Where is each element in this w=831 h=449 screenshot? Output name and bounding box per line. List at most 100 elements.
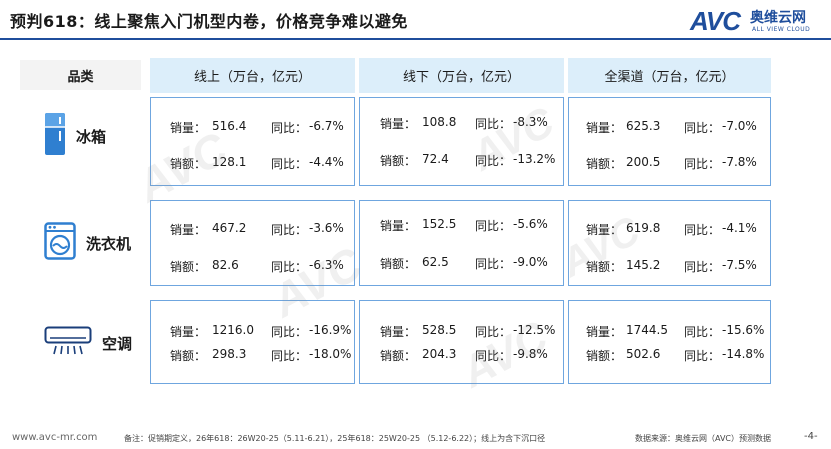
amt-yoy-label: 同比： (271, 157, 308, 171)
qty-yoy-value: -6.7% (309, 119, 344, 133)
data-cell: 销量： 467.2 同比： -3.6% 销额： 82.6 同比： -6.3% (150, 200, 355, 286)
data-cell: 销量： 1216.0 同比： -16.9% 销额： 298.3 同比： -18.… (150, 300, 355, 384)
washing-machine-icon (44, 222, 76, 264)
amt-label: 销额： (380, 349, 417, 363)
data-cell: 销量： 108.8 同比： -8.3% 销额： 72.4 同比： -13.2% (359, 97, 564, 186)
page-number: -4- (804, 431, 818, 442)
qty-value: 152.5 (422, 217, 457, 231)
data-source: 数据来源：奥维云网（AVC）预测数据 (635, 434, 772, 443)
qty-yoy-value: -15.6% (722, 323, 765, 337)
qty-yoy-label: 同比： (475, 325, 512, 339)
qty-yoy-value: -16.9% (309, 323, 352, 337)
amt-label: 销额： (170, 349, 207, 363)
logo-mark: AVC (690, 6, 741, 36)
qty-yoy-value: -5.6% (513, 217, 548, 231)
data-cell: 销量： 1744.5 同比： -15.6% 销额： 502.6 同比： -14.… (568, 300, 771, 384)
qty-label: 销量： (170, 325, 207, 339)
amt-yoy-label: 同比： (475, 257, 512, 271)
qty-yoy-label: 同比： (475, 219, 512, 233)
data-cell: 销量： 625.3 同比： -7.0% 销额： 200.5 同比： -7.8% (568, 97, 771, 186)
qty-label: 销量： (170, 223, 207, 237)
amt-yoy-value: -13.2% (513, 152, 556, 166)
qty-value: 1744.5 (626, 323, 668, 337)
amt-yoy-label: 同比： (684, 349, 721, 363)
row-name-washing-machine: 洗衣机 (86, 234, 132, 253)
amt-label: 销额： (170, 157, 207, 171)
qty-label: 销量： (586, 325, 623, 339)
amt-yoy-label: 同比： (475, 154, 512, 168)
amt-yoy-label: 同比： (684, 157, 721, 171)
qty-yoy-label: 同比： (271, 325, 308, 339)
qty-label: 销量： (380, 219, 417, 233)
refrigerator-icon (44, 112, 66, 160)
amt-yoy-label: 同比： (271, 260, 308, 274)
row-label-refrigerator: 冰箱 (20, 107, 141, 165)
data-cell: 销量： 516.4 同比： -6.7% 销额： 128.1 同比： -4.4% (150, 97, 355, 186)
qty-yoy-label: 同比： (475, 117, 512, 131)
amt-yoy-label: 同比： (475, 349, 512, 363)
amt-value: 502.6 (626, 347, 661, 361)
qty-yoy-label: 同比： (684, 121, 721, 135)
column-header-offline: 线下（万台，亿元） (359, 58, 564, 93)
qty-yoy-label: 同比： (271, 121, 308, 135)
amt-label: 销额： (380, 154, 417, 168)
amt-yoy-value: -7.5% (722, 258, 757, 272)
qty-value: 1216.0 (212, 323, 254, 337)
qty-value: 528.5 (422, 323, 457, 337)
row-name-air-conditioner: 空调 (102, 334, 133, 353)
qty-yoy-value: -4.1% (722, 221, 757, 235)
qty-yoy-value: -8.3% (513, 115, 548, 129)
row-label-air-conditioner: 空调 (20, 318, 141, 368)
amt-yoy-label: 同比： (271, 349, 308, 363)
amt-yoy-value: -9.8% (513, 347, 548, 361)
avc-logo: AVC 奥维云网 ALL VIEW CLOUD (690, 6, 822, 36)
amt-value: 62.5 (422, 255, 449, 269)
column-header-all-channel: 全渠道（万台，亿元） (568, 58, 771, 93)
row-name-refrigerator: 冰箱 (76, 127, 107, 146)
amt-value: 298.3 (212, 347, 247, 361)
amt-value: 128.1 (212, 155, 247, 169)
amt-label: 销额： (586, 157, 623, 171)
qty-yoy-label: 同比： (271, 223, 308, 237)
amt-value: 72.4 (422, 152, 449, 166)
column-header-online: 线上（万台，亿元） (150, 58, 355, 93)
page-title: 预判618：线上聚焦入门机型内卷，价格竞争难以避免 (10, 12, 408, 31)
qty-yoy-value: -12.5% (513, 323, 556, 337)
qty-yoy-label: 同比： (684, 325, 721, 339)
qty-label: 销量： (170, 121, 207, 135)
amt-yoy-label: 同比： (684, 260, 721, 274)
amt-yoy-value: -18.0% (309, 347, 352, 361)
data-cell: 销量： 619.8 同比： -4.1% 销额： 145.2 同比： -7.5% (568, 200, 771, 286)
air-conditioner-icon (44, 326, 92, 360)
website-url: www.avc-mr.com (12, 432, 98, 443)
amt-label: 销额： (586, 349, 623, 363)
qty-value: 108.8 (422, 115, 457, 129)
qty-label: 销量： (586, 121, 623, 135)
amt-value: 145.2 (626, 258, 661, 272)
amt-label: 销额： (586, 260, 623, 274)
amt-yoy-value: -6.3% (309, 258, 344, 272)
amt-value: 200.5 (626, 155, 661, 169)
amt-yoy-value: -7.8% (722, 155, 757, 169)
amt-value: 82.6 (212, 258, 239, 272)
qty-label: 销量： (380, 117, 417, 131)
amt-label: 销额： (170, 260, 207, 274)
qty-value: 467.2 (212, 221, 247, 235)
qty-yoy-value: -7.0% (722, 119, 757, 133)
data-cell: 销量： 152.5 同比： -5.6% 销额： 62.5 同比： -9.0% (359, 200, 564, 286)
qty-label: 销量： (586, 223, 623, 237)
qty-value: 516.4 (212, 119, 247, 133)
amt-value: 204.3 (422, 347, 457, 361)
qty-yoy-value: -3.6% (309, 221, 344, 235)
data-cell: 销量： 528.5 同比： -12.5% 销额： 204.3 同比： -9.8% (359, 300, 564, 384)
qty-value: 619.8 (626, 221, 661, 235)
amt-label: 销额： (380, 257, 417, 271)
qty-label: 销量： (380, 325, 417, 339)
amt-yoy-value: -4.4% (309, 155, 344, 169)
qty-value: 625.3 (626, 119, 661, 133)
footnote: 备注：促销期定义，26年618：26W20-25（5.11-6.21），25年6… (124, 434, 546, 443)
logo-chinese-name: 奥维云网 (750, 10, 806, 26)
qty-yoy-label: 同比： (684, 223, 721, 237)
row-label-washing-machine: 洗衣机 (20, 214, 141, 272)
title-divider (0, 38, 831, 40)
